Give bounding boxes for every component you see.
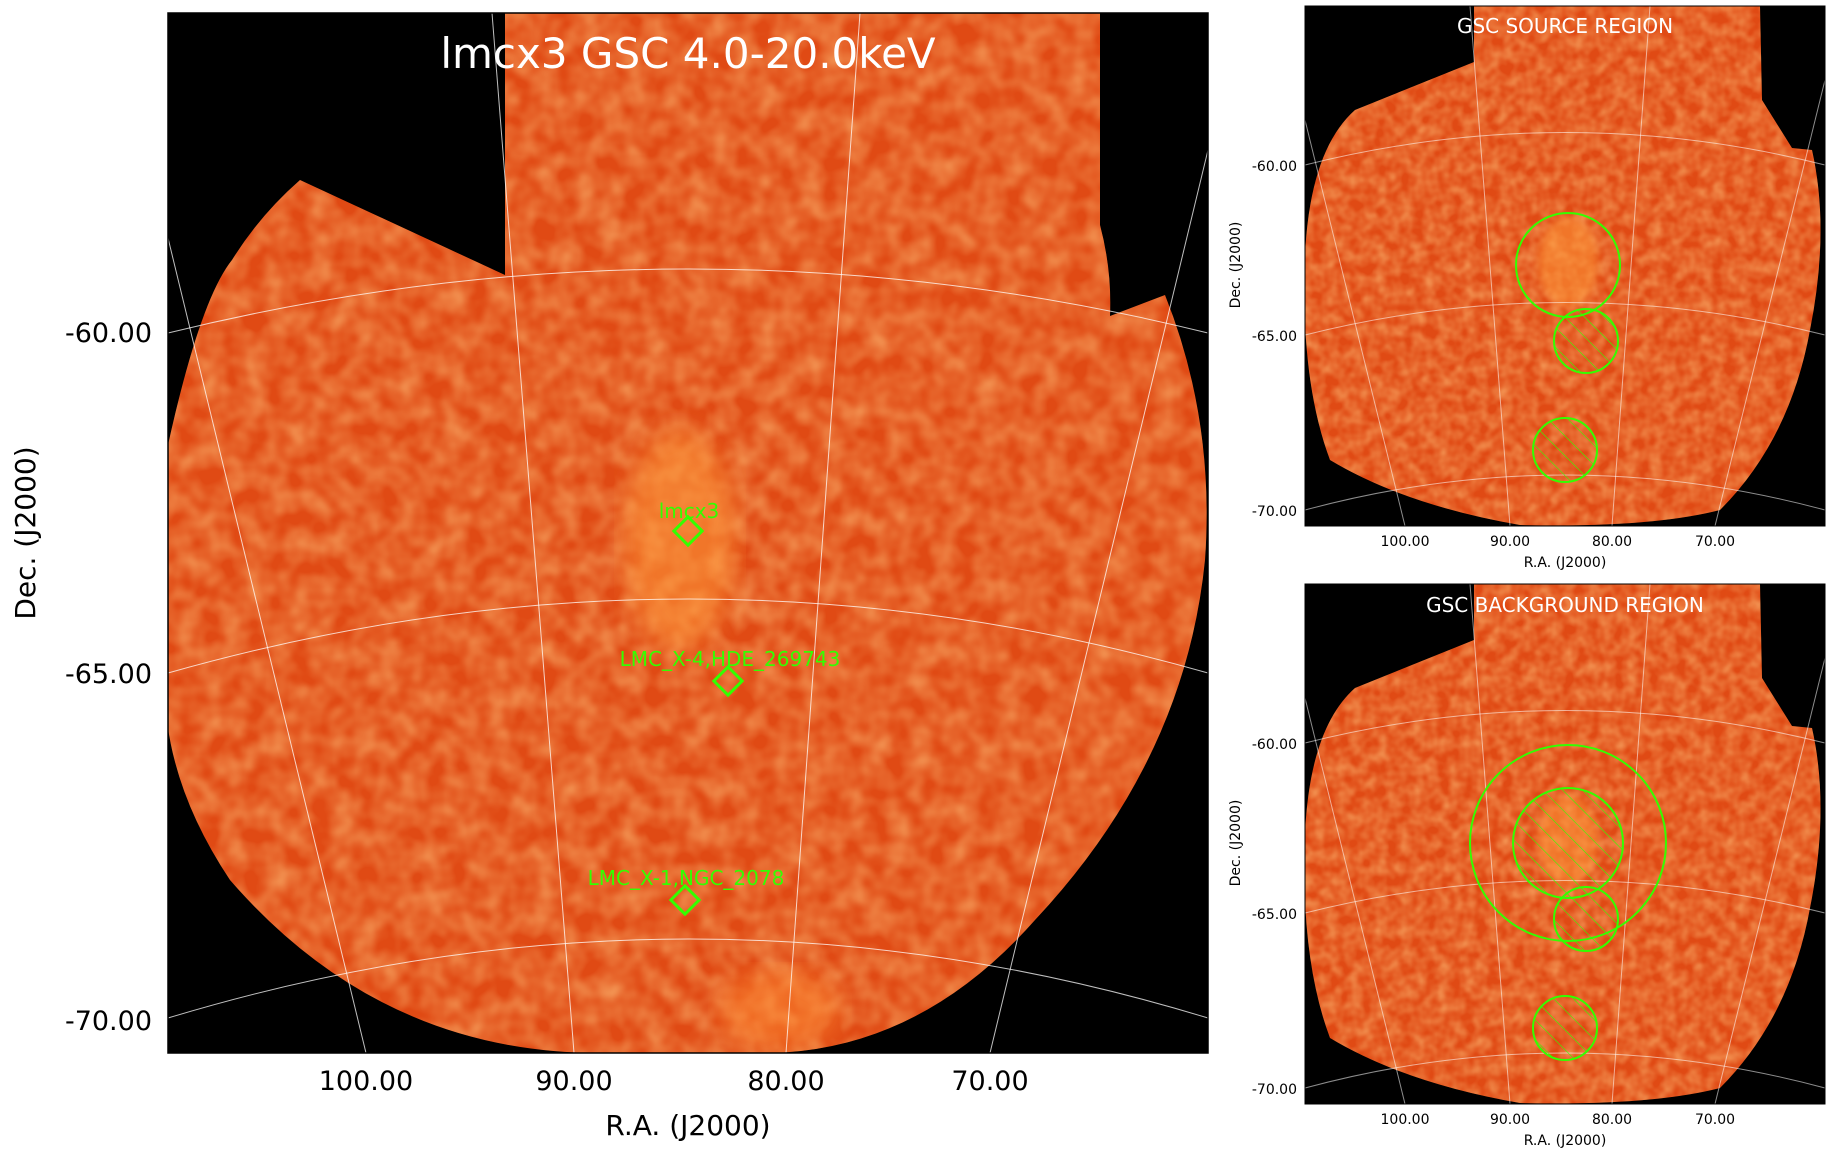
source-exclusion-circle-1[interactable] [1553, 308, 1619, 374]
source-label-lmcx3: lmcx3 [659, 499, 720, 523]
background-ra-tick-80: 80.00 [1592, 1112, 1632, 1128]
source-region-panel: GSC SOURCE REGION -60.00 -65.00 -70.00 1… [1228, 5, 1826, 571]
main-panel: lmcx3 LMC_X-4,HDE_269743 LMC_X-1,NGC_207… [9, 12, 1209, 1142]
background-ylabel: Dec. (J2000) [1228, 800, 1244, 887]
main-ra-line-100 [167, 237, 367, 1054]
main-dec-tick-70: -70.00 [65, 1006, 152, 1037]
background-region-panel: GSC BACKGROUND REGION -60.00 -65.00 -70.… [1228, 583, 1826, 1149]
source-dec-tick-65: -65.00 [1252, 329, 1297, 345]
main-ra-tick-100: 100.00 [319, 1066, 413, 1097]
main-ra-line-70 [989, 149, 1209, 1054]
main-dec-tick-65: -65.00 [65, 659, 152, 690]
source-dec-tick-60: -60.00 [1252, 159, 1297, 175]
marker-lmc-x4[interactable] [711, 664, 745, 698]
background-exclusion-source[interactable] [1512, 787, 1624, 899]
background-dec-tick-70: -70.00 [1252, 1082, 1297, 1098]
background-ra-tick-100: 100.00 [1381, 1112, 1430, 1128]
source-ra-tick-80: 80.00 [1592, 534, 1632, 550]
main-xlabel: R.A. (J2000) [605, 1109, 770, 1142]
main-dec-line-60 [167, 268, 1209, 334]
source-region-circles [1515, 212, 1621, 483]
main-panel-title: lmcx3 GSC 4.0-20.0keV [440, 29, 936, 78]
main-ra-line-90 [491, 12, 575, 1054]
main-panel-border [167, 12, 1209, 1054]
source-ra-tick-100: 100.00 [1381, 534, 1430, 550]
main-ra-tick-70: 70.00 [951, 1066, 1028, 1097]
background-region-circles [1469, 744, 1667, 1061]
background-panel-border [1304, 583, 1826, 1105]
background-panel-title: GSC BACKGROUND REGION [1426, 593, 1704, 617]
source-exclusion-circle-2[interactable] [1532, 417, 1598, 483]
marker-lmc-x1[interactable] [668, 883, 702, 917]
main-ylabel: Dec. (J2000) [9, 446, 42, 619]
source-label-lmc-x4: LMC_X-4,HDE_269743 [620, 647, 841, 671]
source-panel-title: GSC SOURCE REGION [1457, 14, 1673, 38]
background-dec-tick-65: -65.00 [1252, 907, 1297, 923]
main-dec-tick-60: -60.00 [65, 318, 152, 349]
source-ylabel: Dec. (J2000) [1228, 222, 1244, 309]
main-dec-line-65 [167, 598, 1209, 674]
main-glow-lmcx3 [625, 430, 735, 650]
background-dec-tick-60: -60.00 [1252, 737, 1297, 753]
background-exclusion-circle-1[interactable] [1553, 886, 1619, 952]
source-ra-tick-70: 70.00 [1695, 534, 1735, 550]
background-ra-tick-90: 90.00 [1490, 1112, 1530, 1128]
main-glow-bottom [720, 970, 840, 1050]
source-ra-tick-90: 90.00 [1490, 534, 1530, 550]
main-ra-line-80 [785, 12, 861, 1054]
background-ra-tick-70: 70.00 [1695, 1112, 1735, 1128]
source-xlabel: R.A. (J2000) [1524, 555, 1607, 571]
marker-lmcx3[interactable] [671, 514, 705, 548]
source-markers [668, 514, 745, 917]
background-xlabel: R.A. (J2000) [1524, 1133, 1607, 1149]
source-glow [1538, 217, 1598, 307]
source-coordinate-grid [1304, 5, 1826, 527]
background-exclusion-circle-2[interactable] [1532, 995, 1598, 1061]
source-label-lmc-x1: LMC_X-1,NGC_2078 [588, 866, 785, 890]
source-dec-tick-70: -70.00 [1252, 504, 1297, 520]
main-coordinate-grid [167, 12, 1209, 1054]
source-panel-border [1304, 5, 1826, 527]
main-ra-tick-80: 80.00 [747, 1066, 824, 1097]
main-ra-tick-90: 90.00 [535, 1066, 612, 1097]
main-dec-line-70 [167, 938, 1209, 1019]
